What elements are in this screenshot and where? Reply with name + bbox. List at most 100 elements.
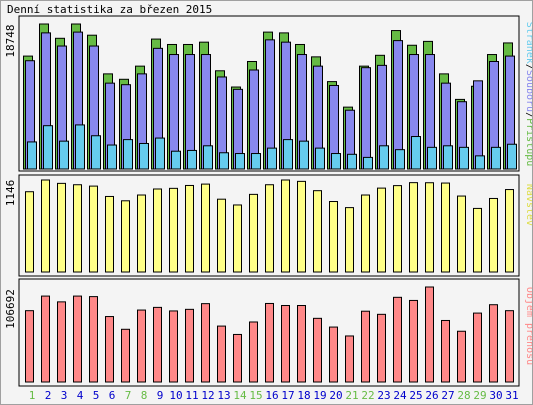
bar-sites-day-22: [363, 156, 373, 170]
bar-sites-day-11: [187, 149, 197, 170]
x-tick-label-day-1: 1: [29, 389, 36, 402]
bar-kbytes-day-12: [201, 303, 210, 383]
panel-frame-2: [18, 174, 520, 277]
bar-kbytes-day-28: [457, 330, 466, 383]
bar-kbytes-day-4: [73, 295, 82, 383]
x-tick-label-day-6: 6: [109, 389, 116, 402]
x-tick-label-day-5: 5: [93, 389, 100, 402]
bar-visits-day-29: [473, 207, 482, 273]
bar-visits-day-28: [457, 195, 466, 273]
x-tick-label-day-22: 22: [361, 389, 374, 402]
bar-kbytes-day-21: [345, 335, 354, 383]
bar-visits-day-31: [505, 189, 514, 273]
bar-visits-day-4: [73, 184, 82, 273]
bar-visits-day-26: [425, 182, 434, 273]
bar-sites-day-1: [27, 141, 37, 170]
bar-files-day-22: [361, 67, 371, 170]
bar-kbytes-day-10: [169, 310, 178, 383]
bar-sites-day-14: [235, 153, 245, 170]
x-tick-label-day-28: 28: [457, 389, 470, 402]
bar-sites-day-25: [411, 136, 421, 170]
bar-kbytes-day-14: [233, 333, 242, 383]
bar-visits-day-24: [393, 185, 402, 273]
bar-kbytes-day-11: [185, 308, 194, 383]
bar-sites-day-3: [59, 140, 69, 170]
x-tick-label-day-20: 20: [329, 389, 342, 402]
x-tick-label-day-9: 9: [157, 389, 164, 402]
bar-visits-day-27: [441, 182, 450, 273]
x-tick-label-day-29: 29: [473, 389, 486, 402]
bar-sites-day-17: [283, 139, 293, 170]
bar-visits-day-3: [57, 182, 66, 273]
bar-visits-day-17: [281, 179, 290, 273]
legend-panel-1: Stránek/Souborů/Přístupů: [524, 22, 532, 167]
legend-kbytes: Objem přenosu: [524, 287, 532, 365]
legend-visits: Návštěv: [524, 184, 532, 226]
bar-sites-day-5: [91, 135, 101, 170]
bar-sites-day-31: [507, 143, 517, 170]
y-max-label-3: 106692: [4, 289, 17, 329]
y-max-label-2: 1146: [4, 180, 17, 207]
bar-visits-day-16: [265, 184, 274, 273]
bar-visits-day-2: [41, 179, 50, 273]
x-tick-label-day-2: 2: [45, 389, 52, 402]
bar-visits-day-19: [313, 190, 322, 273]
bar-sites-day-12: [203, 145, 213, 170]
bar-visits-day-5: [89, 185, 98, 273]
bar-kbytes-day-22: [361, 310, 370, 383]
bar-kbytes-day-30: [489, 304, 498, 383]
x-tick-label-day-17: 17: [281, 389, 294, 402]
bar-kbytes-day-25: [409, 299, 418, 383]
bar-visits-day-12: [201, 183, 210, 273]
bar-visits-day-1: [25, 191, 34, 273]
panel-frame-3: [18, 278, 520, 387]
bar-sites-day-20: [331, 153, 341, 170]
bar-kbytes-day-6: [105, 316, 114, 383]
bar-sites-day-4: [75, 124, 85, 170]
legend-hits: Přístupů: [524, 118, 532, 166]
bar-kbytes-day-20: [329, 326, 338, 383]
bar-visits-day-18: [297, 180, 306, 273]
bar-sites-day-2: [43, 125, 53, 170]
legend-sep2: /: [524, 112, 532, 118]
bar-kbytes-day-15: [249, 321, 258, 383]
legend-sep1: /: [524, 64, 532, 70]
bar-visits-day-23: [377, 187, 386, 273]
bar-sites-day-7: [123, 139, 133, 170]
bar-kbytes-day-29: [473, 312, 482, 383]
bar-sites-day-8: [139, 142, 149, 170]
bar-kbytes-day-7: [121, 328, 130, 383]
bar-sites-day-21: [347, 153, 357, 170]
bar-sites-day-24: [395, 149, 405, 170]
x-tick-label-day-26: 26: [425, 389, 438, 402]
bar-sites-day-9: [155, 137, 165, 170]
bar-kbytes-day-18: [297, 305, 306, 383]
bar-kbytes-day-3: [57, 301, 66, 383]
bar-sites-day-6: [107, 144, 117, 170]
bar-sites-day-19: [315, 147, 325, 170]
bar-visits-day-14: [233, 204, 242, 273]
bar-sites-day-29: [475, 155, 485, 170]
bar-kbytes-day-17: [281, 305, 290, 383]
x-tick-label-day-3: 3: [61, 389, 68, 402]
bar-kbytes-day-9: [153, 306, 162, 383]
bar-sites-day-23: [379, 145, 389, 170]
bar-sites-day-15: [251, 153, 261, 170]
x-tick-label-day-27: 27: [441, 389, 454, 402]
bar-sites-day-28: [459, 146, 469, 170]
bar-kbytes-day-31: [505, 310, 514, 383]
x-tick-label-day-12: 12: [201, 389, 214, 402]
bar-visits-day-6: [105, 195, 114, 273]
x-tick-label-day-21: 21: [345, 389, 358, 402]
bar-visits-day-9: [153, 188, 162, 273]
bar-visits-day-20: [329, 201, 338, 273]
bar-visits-day-30: [489, 197, 498, 273]
bar-sites-day-26: [427, 146, 437, 170]
bar-kbytes-day-26: [425, 286, 434, 383]
panel-frame-1: [18, 15, 520, 172]
bar-sites-day-10: [171, 150, 181, 170]
x-tick-label-day-13: 13: [217, 389, 230, 402]
bar-sites-day-27: [443, 145, 453, 170]
